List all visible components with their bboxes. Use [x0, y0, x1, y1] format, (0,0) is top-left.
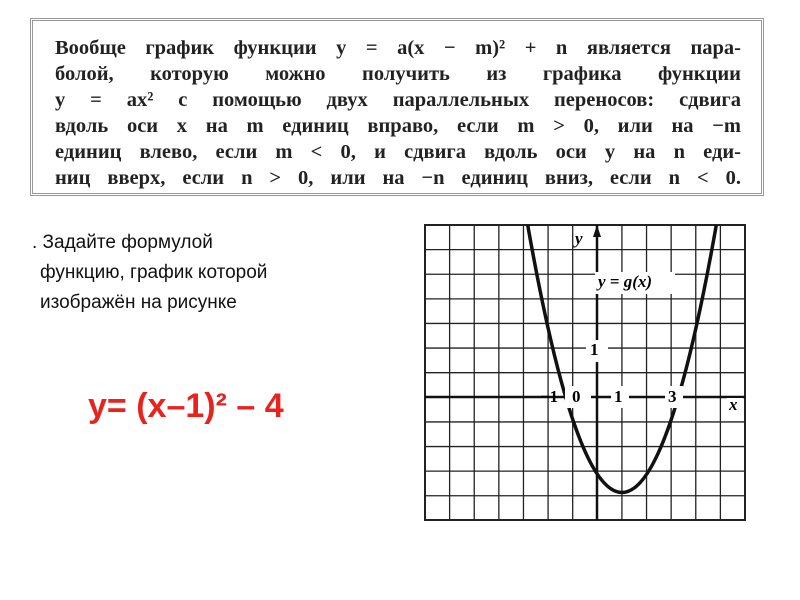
text-line: вдоль оси x на m единиц вправо, если m >…	[55, 115, 741, 137]
y-one-label: 1	[590, 340, 599, 359]
text-line: Вообще график функции y = a(x − m)² + n …	[55, 37, 741, 59]
x-three-label: 3	[668, 387, 677, 406]
x-minus-one-label: −1	[540, 387, 558, 406]
textbook-excerpt: Вообще график функции y = a(x − m)² + n …	[30, 18, 764, 196]
y-axis-label: y	[573, 229, 583, 248]
function-label: y = g(x)	[596, 272, 652, 291]
x-axis-label: x	[728, 395, 738, 414]
task: . Задайте формулой функцию, график которо…	[32, 228, 267, 318]
text-line: ниц вверх, если n > 0, или на −n единиц …	[55, 167, 741, 189]
task-line: изображён на рисунке	[40, 292, 237, 313]
text-line: y = ax² с помощью двух параллельных пере…	[55, 89, 741, 111]
x-one-label: 1	[614, 387, 623, 406]
answer: у= (х–1)² – 4	[88, 387, 284, 425]
task-line: функцию, график которой	[40, 262, 268, 283]
task-line: . Задайте формулой	[32, 232, 213, 253]
origin-label: 0	[572, 387, 581, 406]
text-line: единиц влево, если m < 0, и сдвига вдоль…	[55, 141, 741, 163]
text-line: болой, которую можно получить из графика…	[55, 63, 741, 85]
